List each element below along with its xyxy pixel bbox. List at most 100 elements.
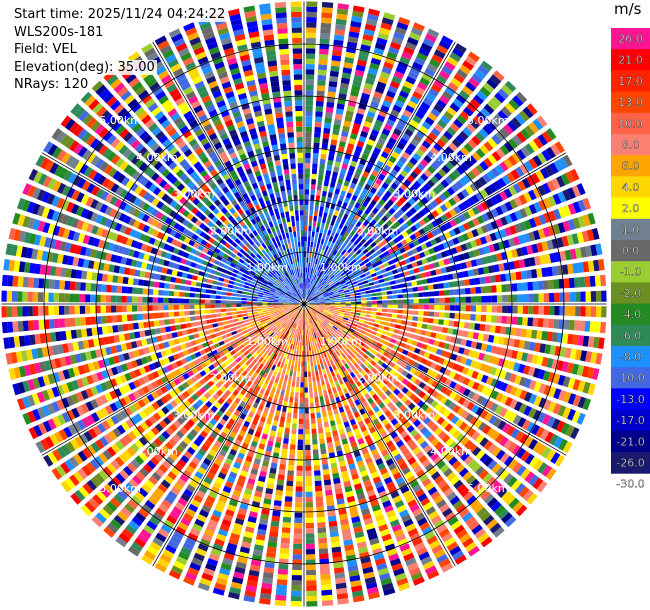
- range-gate: [110, 415, 120, 425]
- range-gate: [309, 355, 313, 361]
- range-gate: [212, 414, 221, 422]
- range-gate: [207, 388, 215, 396]
- range-gate: [295, 481, 303, 487]
- range-gate: [330, 231, 336, 237]
- range-gate: [380, 104, 390, 113]
- range-gate: [349, 250, 356, 256]
- range-gate: [320, 279, 325, 285]
- range-gate: [364, 196, 372, 203]
- range-gate: [373, 552, 385, 561]
- range-gate: [278, 469, 286, 476]
- range-gate: [485, 222, 494, 232]
- range-gate: [276, 579, 288, 586]
- range-gate: [449, 391, 457, 400]
- range-gate: [415, 273, 422, 280]
- range-gate: [398, 444, 408, 452]
- range-gate: [305, 455, 311, 461]
- range-gate: [323, 256, 328, 262]
- range-gate: [463, 348, 470, 356]
- range-gate: [222, 414, 230, 422]
- range-gate: [324, 284, 330, 289]
- range-gate: [434, 475, 444, 485]
- range-gate: [341, 130, 349, 138]
- range-gate: [282, 357, 286, 364]
- range-gate: [208, 553, 220, 562]
- range-gate: [220, 490, 230, 499]
- range-gate: [125, 361, 133, 370]
- range-gate: [282, 322, 287, 328]
- range-gate: [478, 421, 487, 432]
- range-gate: [309, 312, 314, 318]
- range-gate: [521, 177, 531, 189]
- range-gate: [474, 528, 487, 539]
- range-gate: [332, 269, 337, 275]
- range-gate: [194, 518, 205, 528]
- range-gate: [383, 397, 391, 405]
- range-gate: [85, 388, 94, 398]
- range-gate: [141, 385, 150, 395]
- range-gate: [286, 312, 292, 317]
- range-gate: [305, 288, 307, 294]
- start-time-label: Start time: 2025/11/24 04:24:22: [12, 7, 228, 22]
- range-gate: [312, 221, 317, 227]
- range-gate: [319, 300, 325, 303]
- range-gate: [431, 127, 441, 137]
- range-gate: [415, 328, 422, 335]
- range-gate: [486, 78, 498, 90]
- range-gate: [336, 274, 342, 280]
- range-gate: [327, 159, 334, 166]
- range-gate: [438, 341, 445, 349]
- range-gate: [289, 396, 294, 403]
- range-gate: [420, 243, 428, 250]
- range-gate: [426, 397, 435, 405]
- range-gate: [475, 407, 484, 417]
- range-gate: [436, 99, 447, 109]
- range-gate: [564, 292, 571, 302]
- range-gate: [383, 250, 390, 257]
- range-gate: [225, 509, 235, 517]
- range-gate: [323, 239, 328, 246]
- range-gate: [476, 226, 484, 236]
- range-gate: [310, 339, 313, 346]
- range-gate: [330, 301, 336, 303]
- range-gate: [319, 272, 324, 278]
- range-gate: [110, 497, 121, 509]
- range-gate: [310, 257, 314, 264]
- range-gate: [297, 366, 301, 372]
- range-gate: [325, 367, 330, 374]
- range-gate: [284, 501, 293, 508]
- range-gate: [490, 195, 499, 206]
- range-gate: [340, 411, 347, 418]
- range-gate: [345, 549, 356, 557]
- range-gate: [95, 512, 107, 524]
- range-gate: [309, 318, 313, 324]
- range-gate: [299, 350, 302, 357]
- range-gate: [374, 363, 381, 370]
- range-gate: [335, 344, 340, 351]
- range-gate: [358, 465, 367, 473]
- range-gate: [551, 266, 559, 276]
- range-gate: [158, 528, 170, 538]
- range-gate: [408, 359, 416, 366]
- range-gate: [173, 387, 181, 395]
- range-gate: [316, 312, 322, 317]
- range-gate: [570, 427, 580, 440]
- range-gate: [305, 69, 315, 75]
- range-gate: [318, 325, 323, 331]
- range-gate: [409, 393, 417, 401]
- range-gate: [310, 268, 314, 274]
- range-gate: [484, 412, 493, 422]
- range-gate: [453, 345, 460, 353]
- range-gate: [256, 332, 262, 338]
- range-gate: [463, 455, 474, 466]
- range-gate: [366, 297, 372, 301]
- range-gate: [261, 433, 268, 440]
- range-gate: [339, 87, 348, 95]
- range-gate: [233, 522, 243, 531]
- range-gate: [371, 504, 381, 512]
- range-gate: [338, 327, 344, 332]
- range-gate: [385, 141, 395, 150]
- range-gate: [227, 363, 234, 370]
- range-gate: [375, 288, 382, 292]
- range-gate: [429, 298, 435, 303]
